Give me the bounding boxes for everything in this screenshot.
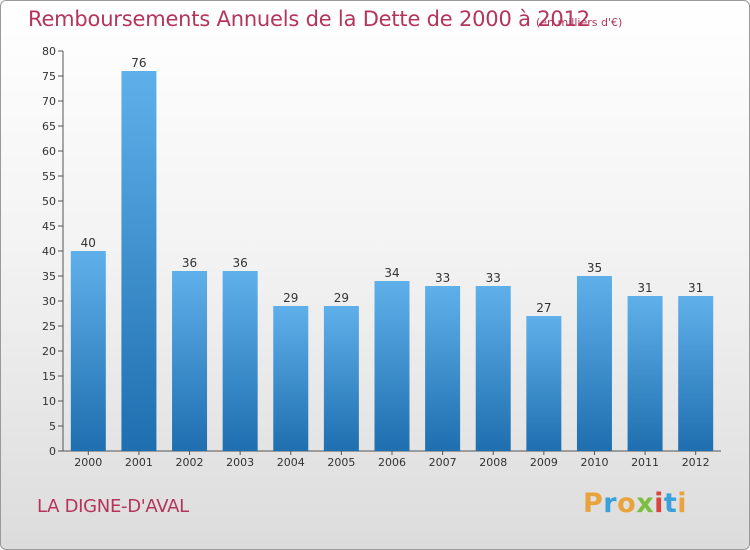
y-tick-label: 55 <box>42 170 56 183</box>
bar-value-label: 29 <box>283 291 298 305</box>
bar-value-label: 31 <box>637 281 652 295</box>
x-tick-label: 2009 <box>530 456 558 469</box>
bar-2011 <box>627 296 663 451</box>
y-tick-label: 20 <box>42 345 56 358</box>
bar-2001 <box>121 71 157 451</box>
chart-bars <box>70 71 714 451</box>
x-tick-label: 2000 <box>74 456 102 469</box>
logo-letter: i <box>677 488 688 519</box>
proxiti-logo[interactable]: Proxiti <box>583 488 687 519</box>
x-tick-label: 2007 <box>429 456 457 469</box>
x-tick-label: 2012 <box>682 456 710 469</box>
bar-value-label: 33 <box>435 271 450 285</box>
bar-2002 <box>172 271 208 451</box>
logo-letter: P <box>583 488 604 519</box>
y-tick-label: 50 <box>42 195 56 208</box>
logo-letter: o <box>617 488 637 519</box>
chart-subtitle: (en milliers d'€) <box>536 16 623 29</box>
x-tick-label: 2010 <box>580 456 608 469</box>
bar-value-label: 31 <box>688 281 703 295</box>
logo-letter: i <box>654 488 664 519</box>
bar-value-label: 35 <box>587 261 602 275</box>
location-name: LA DIGNE-D'AVAL <box>37 496 189 517</box>
y-tick-label: 25 <box>42 320 56 333</box>
chart-axes: 0 5 10 15 20 25 30 35 40 45 50 55 60 65 70 75 80 2000 2001… <box>42 45 721 469</box>
bar-value-label: 76 <box>131 56 146 70</box>
bar-2000 <box>70 251 106 451</box>
y-tick-label: 65 <box>42 120 56 133</box>
x-tick-label: 2005 <box>327 456 355 469</box>
x-tick-label: 2001 <box>125 456 153 469</box>
logo-letter: r <box>603 488 618 519</box>
bar-value-label: 36 <box>182 256 197 270</box>
bar-2010 <box>576 276 612 451</box>
bar-value-label: 40 <box>81 236 96 250</box>
y-tick-label: 45 <box>42 220 56 233</box>
logo-letter: t <box>663 488 678 519</box>
y-tick-label: 70 <box>42 95 56 108</box>
x-tick-label: 2008 <box>479 456 507 469</box>
x-tick-label: 2011 <box>631 456 659 469</box>
bar-2009 <box>526 316 562 451</box>
bar-2008 <box>475 286 511 451</box>
x-tick-label: 2002 <box>176 456 204 469</box>
bar-value-label: 34 <box>384 266 399 280</box>
y-tick-label: 0 <box>49 445 56 458</box>
y-tick-label: 30 <box>42 295 56 308</box>
bar-2012 <box>678 296 714 451</box>
x-tick-label: 2006 <box>378 456 406 469</box>
bar-2004 <box>273 306 309 451</box>
y-tick-label: 40 <box>42 245 56 258</box>
bar-value-label: 27 <box>536 301 551 315</box>
y-tick-label: 15 <box>42 370 56 383</box>
y-tick-label: 10 <box>42 395 56 408</box>
bar-value-label: 29 <box>334 291 349 305</box>
y-tick-label: 35 <box>42 270 56 283</box>
y-tick-label: 75 <box>42 70 56 83</box>
logo-letter: x <box>636 488 655 519</box>
y-tick-label: 80 <box>42 45 56 58</box>
chart-value-labels: 40 76 36 36 29 29 34 33 33 27 35 31 31 <box>81 56 704 315</box>
x-tick-label: 2003 <box>226 456 254 469</box>
bar-2003 <box>222 271 258 451</box>
bar-value-label: 33 <box>486 271 501 285</box>
bar-value-label: 36 <box>233 256 248 270</box>
y-tick-label: 5 <box>49 420 56 433</box>
bar-2007 <box>425 286 461 451</box>
x-tick-label: 2004 <box>277 456 305 469</box>
y-tick-label: 60 <box>42 145 56 158</box>
bar-2005 <box>323 306 359 451</box>
chart-title: Remboursements Annuels de la Dette de 20… <box>28 7 590 31</box>
bar-2006 <box>374 281 410 451</box>
